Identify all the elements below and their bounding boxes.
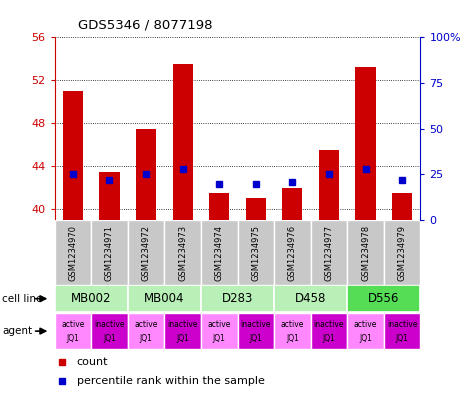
Text: GSM1234974: GSM1234974: [215, 224, 224, 281]
Bar: [347, 285, 420, 312]
Bar: [238, 313, 274, 349]
Text: GSM1234971: GSM1234971: [105, 224, 114, 281]
Text: active: active: [354, 320, 377, 329]
Text: JQ1: JQ1: [140, 334, 152, 343]
Bar: [55, 285, 128, 312]
Text: active: active: [208, 320, 231, 329]
Text: MB004: MB004: [144, 292, 185, 305]
Text: D283: D283: [222, 292, 253, 305]
Bar: [55, 313, 91, 349]
Text: GSM1234970: GSM1234970: [68, 224, 77, 281]
Bar: [201, 285, 274, 312]
Bar: [355, 68, 376, 220]
Text: GSM1234972: GSM1234972: [142, 224, 151, 281]
Bar: [238, 220, 274, 285]
Bar: [63, 91, 83, 220]
Text: active: active: [134, 320, 158, 329]
Bar: [347, 313, 384, 349]
Bar: [201, 313, 238, 349]
Bar: [282, 188, 303, 220]
Text: JQ1: JQ1: [359, 334, 372, 343]
Bar: [384, 313, 420, 349]
Bar: [99, 172, 120, 220]
Bar: [172, 64, 193, 220]
Bar: [164, 313, 201, 349]
Bar: [319, 150, 339, 220]
Text: JQ1: JQ1: [213, 334, 226, 343]
Text: percentile rank within the sample: percentile rank within the sample: [76, 376, 265, 386]
Text: cell line: cell line: [2, 294, 43, 304]
Text: JQ1: JQ1: [323, 334, 335, 343]
Text: GSM1234978: GSM1234978: [361, 224, 370, 281]
Bar: [164, 220, 201, 285]
Text: inactive: inactive: [314, 320, 344, 329]
Bar: [136, 129, 156, 220]
Text: GSM1234979: GSM1234979: [398, 224, 407, 281]
Text: agent: agent: [2, 326, 32, 336]
Bar: [311, 313, 347, 349]
Bar: [55, 220, 91, 285]
Bar: [91, 313, 128, 349]
Text: GSM1234976: GSM1234976: [288, 224, 297, 281]
Bar: [128, 220, 164, 285]
Text: GSM1234973: GSM1234973: [178, 224, 187, 281]
Bar: [274, 313, 311, 349]
Bar: [128, 313, 164, 349]
Text: GSM1234977: GSM1234977: [324, 224, 333, 281]
Text: D556: D556: [368, 292, 399, 305]
Text: GDS5346 / 8077198: GDS5346 / 8077198: [78, 18, 213, 31]
Text: inactive: inactive: [94, 320, 125, 329]
Bar: [128, 285, 201, 312]
Bar: [209, 193, 229, 220]
Bar: [311, 220, 347, 285]
Text: active: active: [281, 320, 304, 329]
Bar: [201, 220, 238, 285]
Bar: [246, 198, 266, 220]
Text: JQ1: JQ1: [176, 334, 189, 343]
Text: JQ1: JQ1: [396, 334, 408, 343]
Bar: [392, 193, 412, 220]
Text: MB002: MB002: [71, 292, 112, 305]
Text: inactive: inactive: [240, 320, 271, 329]
Text: JQ1: JQ1: [286, 334, 299, 343]
Text: JQ1: JQ1: [249, 334, 262, 343]
Text: active: active: [61, 320, 85, 329]
Bar: [347, 220, 384, 285]
Text: inactive: inactive: [167, 320, 198, 329]
Text: D458: D458: [295, 292, 326, 305]
Text: inactive: inactive: [387, 320, 418, 329]
Text: count: count: [76, 357, 108, 367]
Bar: [91, 220, 128, 285]
Text: GSM1234975: GSM1234975: [251, 224, 260, 281]
Text: JQ1: JQ1: [103, 334, 116, 343]
Bar: [384, 220, 420, 285]
Bar: [274, 285, 347, 312]
Bar: [274, 220, 311, 285]
Text: JQ1: JQ1: [66, 334, 79, 343]
